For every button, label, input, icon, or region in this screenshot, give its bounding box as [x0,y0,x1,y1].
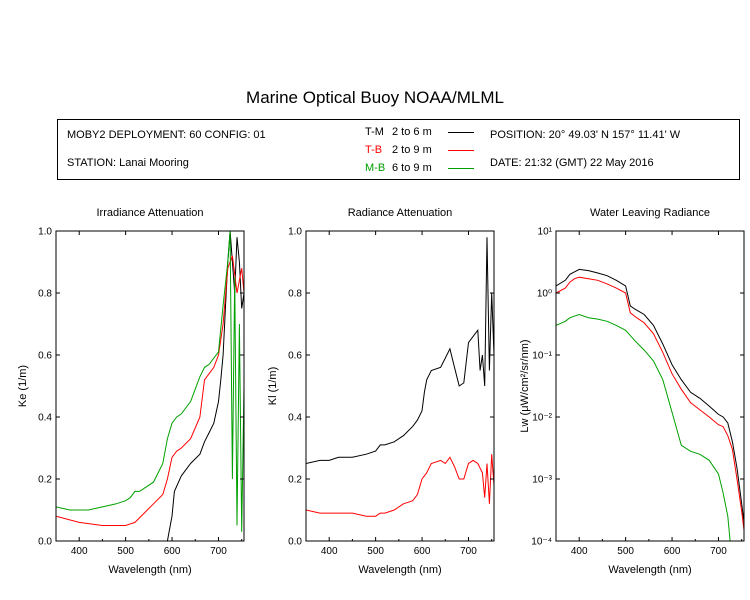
series-line-2 [56,255,244,526]
series-line-1 [166,231,244,541]
x-tick-label: 700 [460,546,477,557]
legend-range-mb: 6 to 9 m [392,162,432,174]
x-tick-label: 600 [414,546,431,557]
y-tick-label: 10⁰ [537,289,552,300]
legend-range-tm: 2 to 6 m [392,126,432,138]
x-axis-label: Wavelength (nm) [358,564,441,576]
chart-2: Radiance Attenuation 400 500 600 700 0.0 0.2 0.… [267,207,495,576]
y-tick-label: 0.8 [288,289,302,300]
x-tick-label: 500 [117,546,134,557]
y-tick-label: 10⁻¹ [532,351,552,362]
series-line-2 [306,454,494,517]
plot-frame [305,230,495,542]
y-tick-label: 0.6 [288,351,302,362]
legend-code-tm: T-M [365,126,384,138]
plot-area [56,231,244,541]
y-tick-label: 10⁻² [532,413,552,424]
plot-frame [555,230,745,542]
y-tick-label: 0.0 [38,537,52,548]
y-tick-label: 10¹ [538,227,553,238]
plot-area [556,268,744,541]
plot-frame [55,230,245,542]
x-tick-label: 400 [571,546,588,557]
y-tick-label: 0.4 [38,413,52,424]
page-title: Marine Optical Buoy NOAA/MLML [246,88,504,107]
x-axis-label: Wavelength (nm) [108,564,191,576]
chart-title: Radiance Attenuation [348,207,453,219]
info-box: MOBY2 DEPLOYMENT: 60 CONFIG: 01 STATION:… [57,119,740,180]
series-line-2 [556,276,744,531]
y-axis-label: Kl (1/m) [267,367,279,406]
x-tick-label: 500 [367,546,384,557]
y-tick-label: 0.8 [38,289,52,300]
series-line-3 [56,231,244,532]
series-line-1 [556,268,744,523]
x-tick-label: 500 [617,546,634,557]
y-tick-label: 1.0 [38,227,52,238]
y-tick-label: 1.0 [288,227,302,238]
x-tick-label: 600 [164,546,181,557]
chart-1: Irradiance Attenuation 400 500 600 700 0.0 0.2… [17,207,245,576]
legend-code-mb: M-B [365,162,386,174]
legend-range-tb: 2 to 9 m [392,144,432,156]
legend-line-tb [448,150,474,151]
series-line-3 [556,313,731,541]
chart-title: Water Leaving Radiance [590,207,710,219]
y-tick-label: 10⁻³ [532,475,552,486]
x-tick-label: 400 [321,546,338,557]
y-tick-label: 0.2 [38,475,52,486]
chart-3: Water Leaving Radiance 400 500 600 700 10⁻⁴ 10… [519,207,745,576]
x-tick-label: 400 [71,546,88,557]
y-tick-label: 10⁻⁴ [531,537,552,548]
x-tick-label: 700 [210,546,227,557]
station-text: STATION: Lanai Mooring [67,157,189,169]
y-tick-label: 0.2 [288,475,302,486]
deployment-text: MOBY2 DEPLOYMENT: 60 CONFIG: 01 [67,129,266,141]
y-tick-label: 0.0 [288,537,302,548]
x-tick-label: 700 [710,546,727,557]
date-text: DATE: 21:32 (GMT) 22 May 2016 [490,157,654,169]
legend-line-mb [448,168,474,169]
chart-title: Irradiance Attenuation [96,207,203,219]
legend-line-tm [448,132,474,133]
position-text: POSITION: 20° 49.03' N 157° 11.41' W [490,129,681,141]
plot-area [306,237,494,517]
x-axis-label: Wavelength (nm) [608,564,691,576]
x-tick-label: 600 [664,546,681,557]
y-axis-label: Lw (μW/cm²/sr/nm) [519,339,531,432]
y-axis-label: Ke (1/m) [17,365,29,407]
y-tick-label: 0.6 [38,351,52,362]
series-line-1 [306,237,494,464]
y-tick-label: 0.4 [288,413,302,424]
legend-code-tb: T-B [365,144,383,156]
